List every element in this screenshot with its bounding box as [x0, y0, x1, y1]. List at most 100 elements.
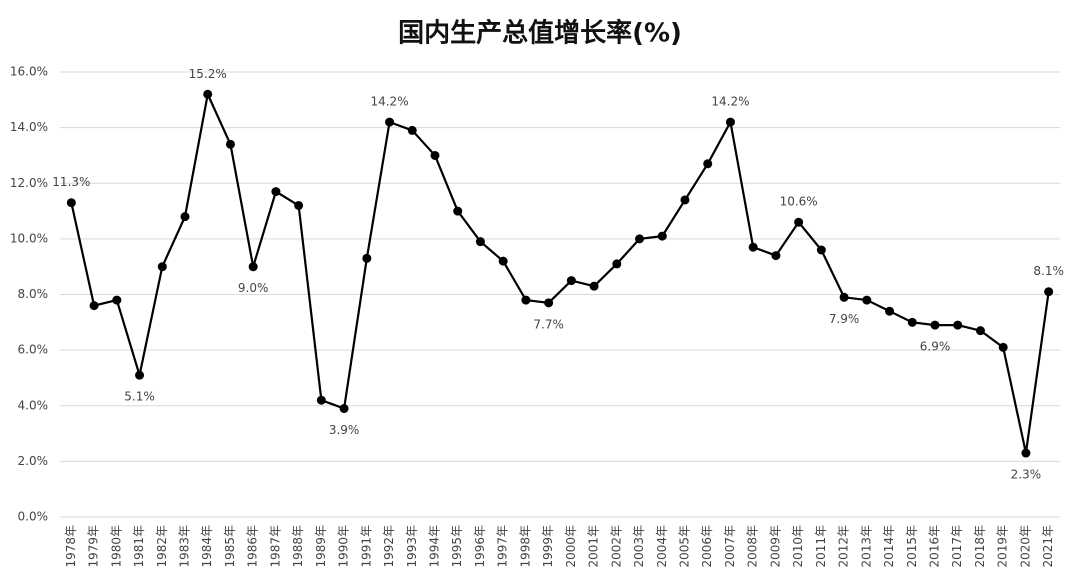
- data-label: 9.0%: [238, 281, 269, 295]
- x-tick-label: 1985年: [223, 525, 237, 568]
- x-tick-label: 1979年: [87, 525, 101, 568]
- x-tick-label: 2000年: [564, 525, 578, 568]
- x-tick-label: 1992年: [382, 525, 396, 568]
- point: [430, 150, 440, 160]
- point: [953, 320, 963, 330]
- y-tick-label: 4.0%: [18, 398, 49, 412]
- y-tick-label: 2.0%: [18, 454, 49, 468]
- y-tick-label: 12.0%: [10, 176, 48, 190]
- x-tick-label: 1988年: [291, 525, 305, 568]
- x-tick-label: 1983年: [178, 525, 192, 568]
- y-tick-label: 8.0%: [18, 287, 49, 301]
- x-tick-label: 2008年: [746, 525, 760, 568]
- y-tick-label: 6.0%: [18, 343, 49, 357]
- x-tick-label: 1991年: [359, 525, 373, 568]
- point: [930, 320, 940, 330]
- x-tick-label: 2010年: [791, 525, 805, 568]
- x-tick-label: 1993年: [405, 525, 419, 568]
- point: [885, 306, 895, 316]
- point: [839, 292, 849, 302]
- data-label: 8.1%: [1033, 264, 1064, 278]
- chart-title: 国内生产总值增长率(%): [398, 18, 682, 49]
- data-label: 11.3%: [52, 175, 90, 189]
- point: [180, 212, 190, 222]
- data-label: 5.1%: [124, 390, 155, 404]
- x-tick-label: 2020年: [1018, 525, 1032, 568]
- x-tick-label: 2015年: [905, 525, 919, 568]
- data-label: 2.3%: [1011, 468, 1042, 482]
- x-tick-label: 1982年: [155, 525, 169, 568]
- data-label: 3.9%: [329, 423, 360, 437]
- point: [294, 201, 304, 210]
- point: [362, 253, 372, 263]
- point: [225, 139, 235, 149]
- point: [657, 231, 667, 241]
- point: [794, 217, 804, 227]
- x-tick-label: 1980年: [109, 525, 123, 568]
- point: [203, 89, 213, 99]
- x-tick-label: 1997年: [496, 525, 510, 568]
- x-tick-label: 1998年: [518, 525, 532, 568]
- x-tick-label: 1986年: [246, 525, 260, 568]
- point: [385, 117, 395, 127]
- data-label: 14.2%: [370, 95, 408, 109]
- point: [748, 242, 758, 252]
- point: [339, 404, 349, 414]
- data-label: 7.9%: [829, 312, 860, 326]
- data-label: 15.2%: [189, 67, 227, 81]
- point: [475, 237, 485, 247]
- point: [998, 342, 1008, 352]
- point: [89, 301, 99, 311]
- point: [771, 251, 781, 261]
- data-label: 10.6%: [780, 195, 818, 209]
- data-label: 14.2%: [711, 95, 749, 109]
- x-tick-label: 2001年: [587, 525, 601, 568]
- x-tick-label: 2018年: [973, 525, 987, 568]
- x-tick-label: 1999年: [541, 525, 555, 568]
- x-tick-label: 1990年: [337, 525, 351, 568]
- point: [612, 259, 622, 269]
- point: [316, 395, 326, 405]
- x-tick-label: 2013年: [859, 525, 873, 568]
- point: [112, 295, 122, 305]
- line: [70, 90, 1050, 454]
- x-tick-label: 1978年: [64, 525, 78, 568]
- point: [725, 117, 735, 127]
- x-tick-label: 1996年: [473, 525, 487, 568]
- point: [498, 256, 508, 266]
- x-tick-label: 1995年: [450, 525, 464, 568]
- point: [862, 295, 872, 305]
- x-tick-label: 2011年: [814, 525, 828, 568]
- point: [544, 298, 554, 308]
- point: [66, 198, 76, 208]
- y-tick-label: 0.0%: [18, 510, 49, 524]
- point: [157, 262, 167, 272]
- x-tick-label: 2002年: [609, 525, 623, 568]
- x-tick-label: 1981年: [132, 525, 146, 568]
- y-tick-label: 10.0%: [10, 231, 48, 245]
- point: [566, 276, 576, 286]
- point: [816, 245, 826, 255]
- point: [703, 159, 713, 169]
- point: [521, 295, 531, 305]
- point: [248, 262, 258, 272]
- x-tick-label: 1984年: [200, 525, 214, 568]
- x-tick-label: 2014年: [882, 525, 896, 568]
- x-tick-label: 2017年: [950, 525, 964, 568]
- x-tick-label: 2006年: [700, 525, 714, 568]
- point: [975, 326, 985, 336]
- point: [680, 195, 690, 205]
- point: [635, 234, 645, 244]
- x-tick-label: 1987年: [268, 525, 282, 568]
- point: [589, 281, 599, 291]
- x-tick-label: 2009年: [768, 525, 782, 568]
- y-tick-label: 16.0%: [10, 65, 48, 79]
- point: [907, 317, 917, 327]
- x-tick-label: 2005年: [678, 525, 692, 568]
- data-label: 7.7%: [533, 317, 564, 331]
- point: [407, 125, 417, 135]
- point: [453, 206, 463, 216]
- point: [271, 187, 281, 197]
- x-tick-label: 2012年: [837, 525, 851, 568]
